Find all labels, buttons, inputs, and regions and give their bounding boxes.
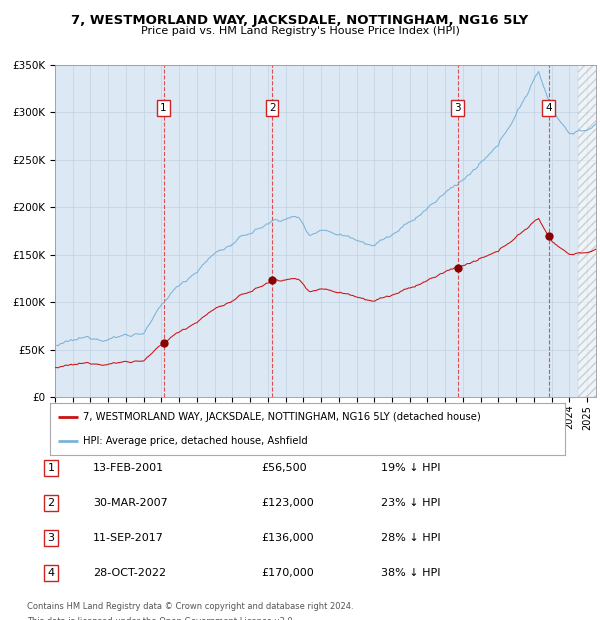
Text: 2: 2 xyxy=(47,498,55,508)
Text: £56,500: £56,500 xyxy=(261,463,307,473)
Text: £123,000: £123,000 xyxy=(261,498,314,508)
Text: 28-OCT-2022: 28-OCT-2022 xyxy=(93,568,166,578)
Text: 13-FEB-2001: 13-FEB-2001 xyxy=(93,463,164,473)
Text: 3: 3 xyxy=(454,103,461,113)
Text: 1: 1 xyxy=(160,103,167,113)
Text: Price paid vs. HM Land Registry's House Price Index (HPI): Price paid vs. HM Land Registry's House … xyxy=(140,26,460,36)
Bar xyxy=(578,65,600,397)
Text: 19% ↓ HPI: 19% ↓ HPI xyxy=(381,463,440,473)
Text: 2: 2 xyxy=(269,103,275,113)
Text: 23% ↓ HPI: 23% ↓ HPI xyxy=(381,498,440,508)
Text: 3: 3 xyxy=(47,533,55,543)
Text: 7, WESTMORLAND WAY, JACKSDALE, NOTTINGHAM, NG16 5LY (detached house): 7, WESTMORLAND WAY, JACKSDALE, NOTTINGHA… xyxy=(83,412,481,422)
Text: 30-MAR-2007: 30-MAR-2007 xyxy=(93,498,168,508)
Text: This data is licensed under the Open Government Licence v3.0.: This data is licensed under the Open Gov… xyxy=(27,617,295,620)
Text: 1: 1 xyxy=(47,463,55,473)
Text: 38% ↓ HPI: 38% ↓ HPI xyxy=(381,568,440,578)
Text: Contains HM Land Registry data © Crown copyright and database right 2024.: Contains HM Land Registry data © Crown c… xyxy=(27,602,353,611)
Text: £170,000: £170,000 xyxy=(261,568,314,578)
Text: 7, WESTMORLAND WAY, JACKSDALE, NOTTINGHAM, NG16 5LY: 7, WESTMORLAND WAY, JACKSDALE, NOTTINGHA… xyxy=(71,14,529,27)
Text: 28% ↓ HPI: 28% ↓ HPI xyxy=(381,533,440,543)
Text: £136,000: £136,000 xyxy=(261,533,314,543)
Text: 4: 4 xyxy=(545,103,552,113)
Text: 11-SEP-2017: 11-SEP-2017 xyxy=(93,533,164,543)
Text: HPI: Average price, detached house, Ashfield: HPI: Average price, detached house, Ashf… xyxy=(83,436,308,446)
Text: 4: 4 xyxy=(47,568,55,578)
